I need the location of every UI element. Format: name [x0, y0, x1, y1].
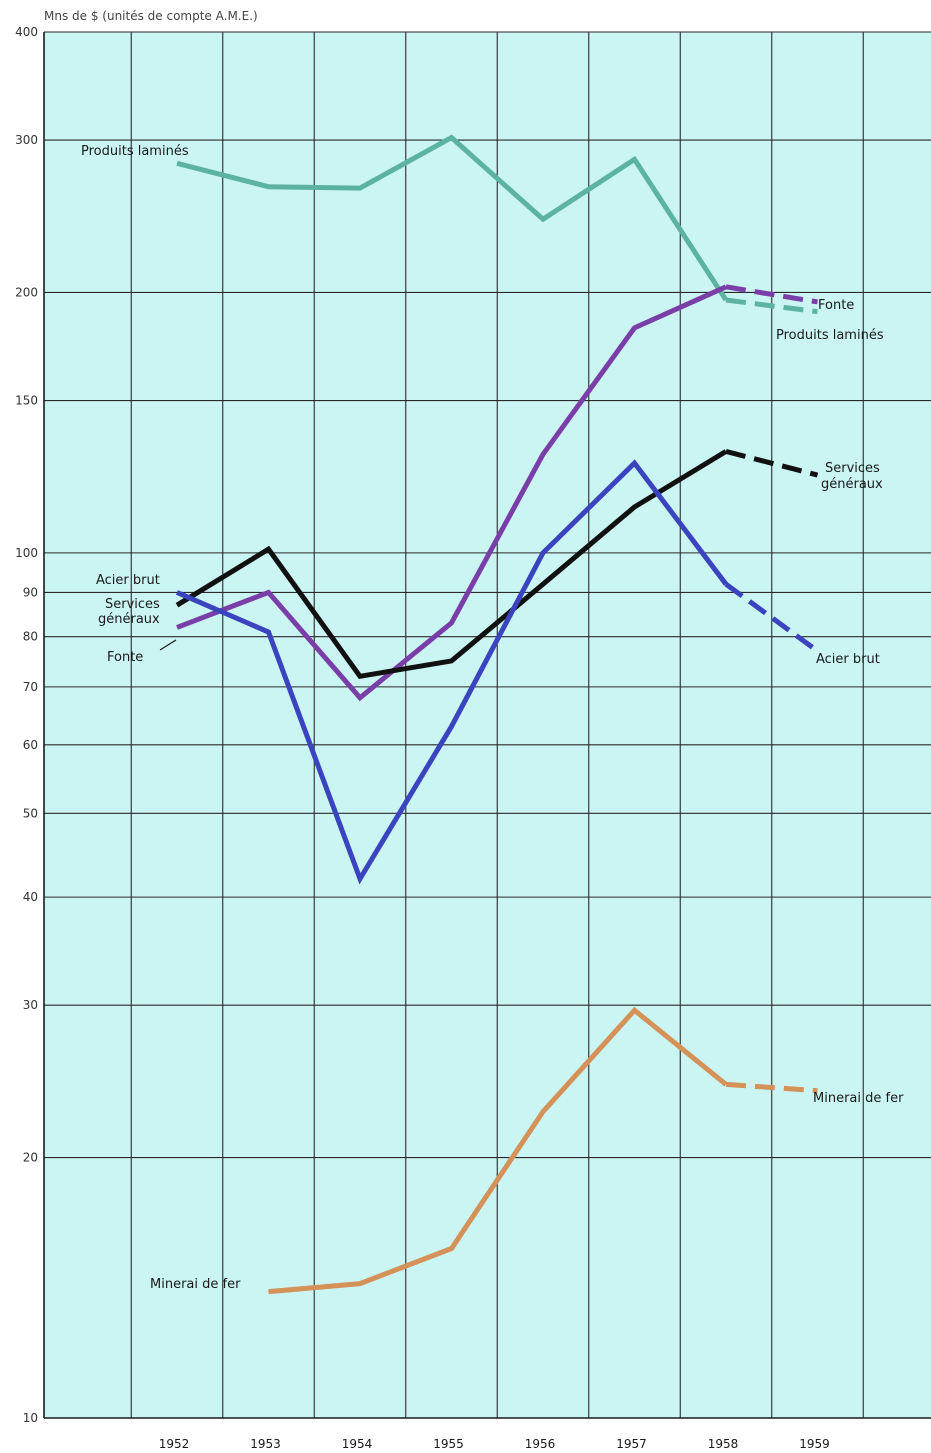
y-tick-label-400: 400	[15, 25, 38, 39]
series-4-line	[268, 1006, 728, 1295]
series-1-line	[176, 284, 728, 702]
x-tick-label-1954: 1954	[342, 1437, 373, 1451]
x-tick-label-1955: 1955	[433, 1437, 464, 1451]
series-4-end-label: Minerai de fer	[813, 1091, 904, 1106]
series-1-projection-line	[725, 284, 818, 305]
series-0-start-label: Produits laminés	[81, 144, 189, 159]
series-1-end-label: Fonte	[818, 298, 854, 313]
x-tick-label-1952: 1952	[159, 1437, 190, 1451]
series-2-projection-line	[725, 448, 819, 478]
grid-layer	[44, 31, 931, 1419]
series-0-line	[176, 134, 729, 302]
series-label-layer: Produits laminés Produits laminés Fonte Fon…	[81, 144, 904, 1292]
y-tick-label-100: 100	[15, 546, 38, 560]
series-3-line	[176, 459, 728, 885]
y-tick-label-50: 50	[23, 806, 38, 820]
y-tick-label-70: 70	[23, 680, 38, 694]
y-tick-label-40: 40	[23, 890, 38, 904]
x-tick-label-1958: 1958	[708, 1437, 739, 1451]
x-tick-label-1956: 1956	[525, 1437, 556, 1451]
y-unit-label: Mns de $ (unités de compte A.M.E.)	[44, 9, 258, 23]
series-3-end-label: Acier brut	[816, 652, 880, 667]
series-1-start-label: Fonte	[107, 650, 143, 665]
series-4-projection-line	[725, 1081, 818, 1094]
plot-background	[44, 32, 931, 1418]
y-tick-label-300: 300	[15, 133, 38, 147]
series-0-projection-line	[725, 297, 818, 315]
fonte-leader-line	[159, 639, 177, 651]
series-4-start-label: Minerai de fer	[150, 1277, 241, 1292]
series-0-end-label: Produits laminés	[776, 328, 884, 343]
y-tick-label-200: 200	[15, 285, 38, 299]
y-tick-label-20: 20	[23, 1151, 38, 1165]
y-tick-label-90: 90	[23, 585, 38, 599]
series-3-projection-line	[724, 582, 819, 654]
y-tick-label-30: 30	[23, 998, 38, 1012]
series-2-end-label: Services généraux	[821, 461, 883, 492]
y-tick-label-150: 150	[15, 394, 38, 408]
y-tick-label-80: 80	[23, 630, 38, 644]
y-tick-label-60: 60	[23, 738, 38, 752]
x-tick-label-1953: 1953	[250, 1437, 281, 1451]
series-2-line	[175, 449, 728, 680]
y-tick-label-10: 10	[23, 1411, 38, 1425]
series-3-start-label: Acier brut	[96, 573, 160, 588]
axis-layer: 10 20 30 40 50 60 70 80 90 100 150 200 300 400 1952 195…	[15, 25, 931, 1451]
x-tick-label-1959: 1959	[799, 1437, 830, 1451]
series-layer	[175, 134, 819, 1295]
x-tick-label-1957: 1957	[616, 1437, 647, 1451]
series-2-start-label: Services généraux	[98, 597, 160, 627]
